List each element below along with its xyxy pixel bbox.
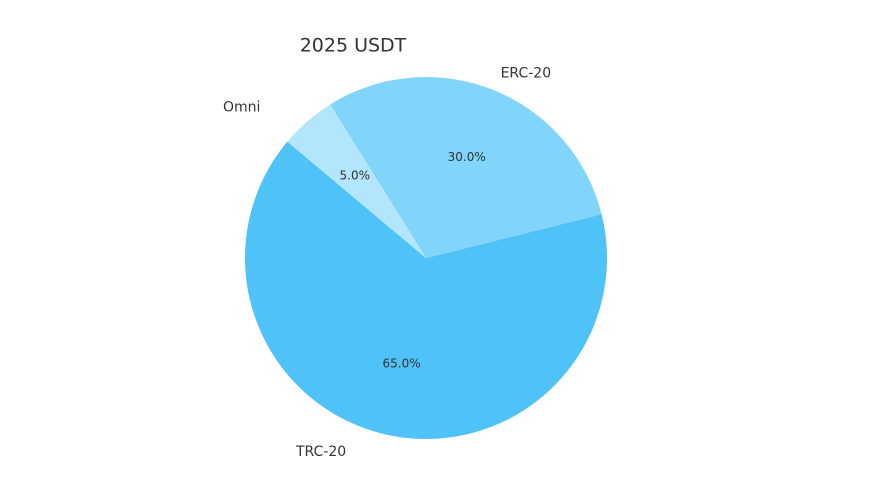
value-label: 30.0% — [448, 150, 486, 164]
slice-label: TRC-20 — [295, 444, 346, 460]
slice-label: Omni — [223, 100, 260, 116]
pie-slice — [287, 104, 426, 258]
value-label: 65.0% — [383, 356, 421, 370]
value-label: 5.0% — [340, 169, 371, 183]
pie-slice — [245, 141, 607, 439]
slice-label: ERC-20 — [501, 65, 552, 81]
pie-slice — [330, 77, 602, 258]
chart-title: 2025 USDT — [300, 35, 407, 57]
